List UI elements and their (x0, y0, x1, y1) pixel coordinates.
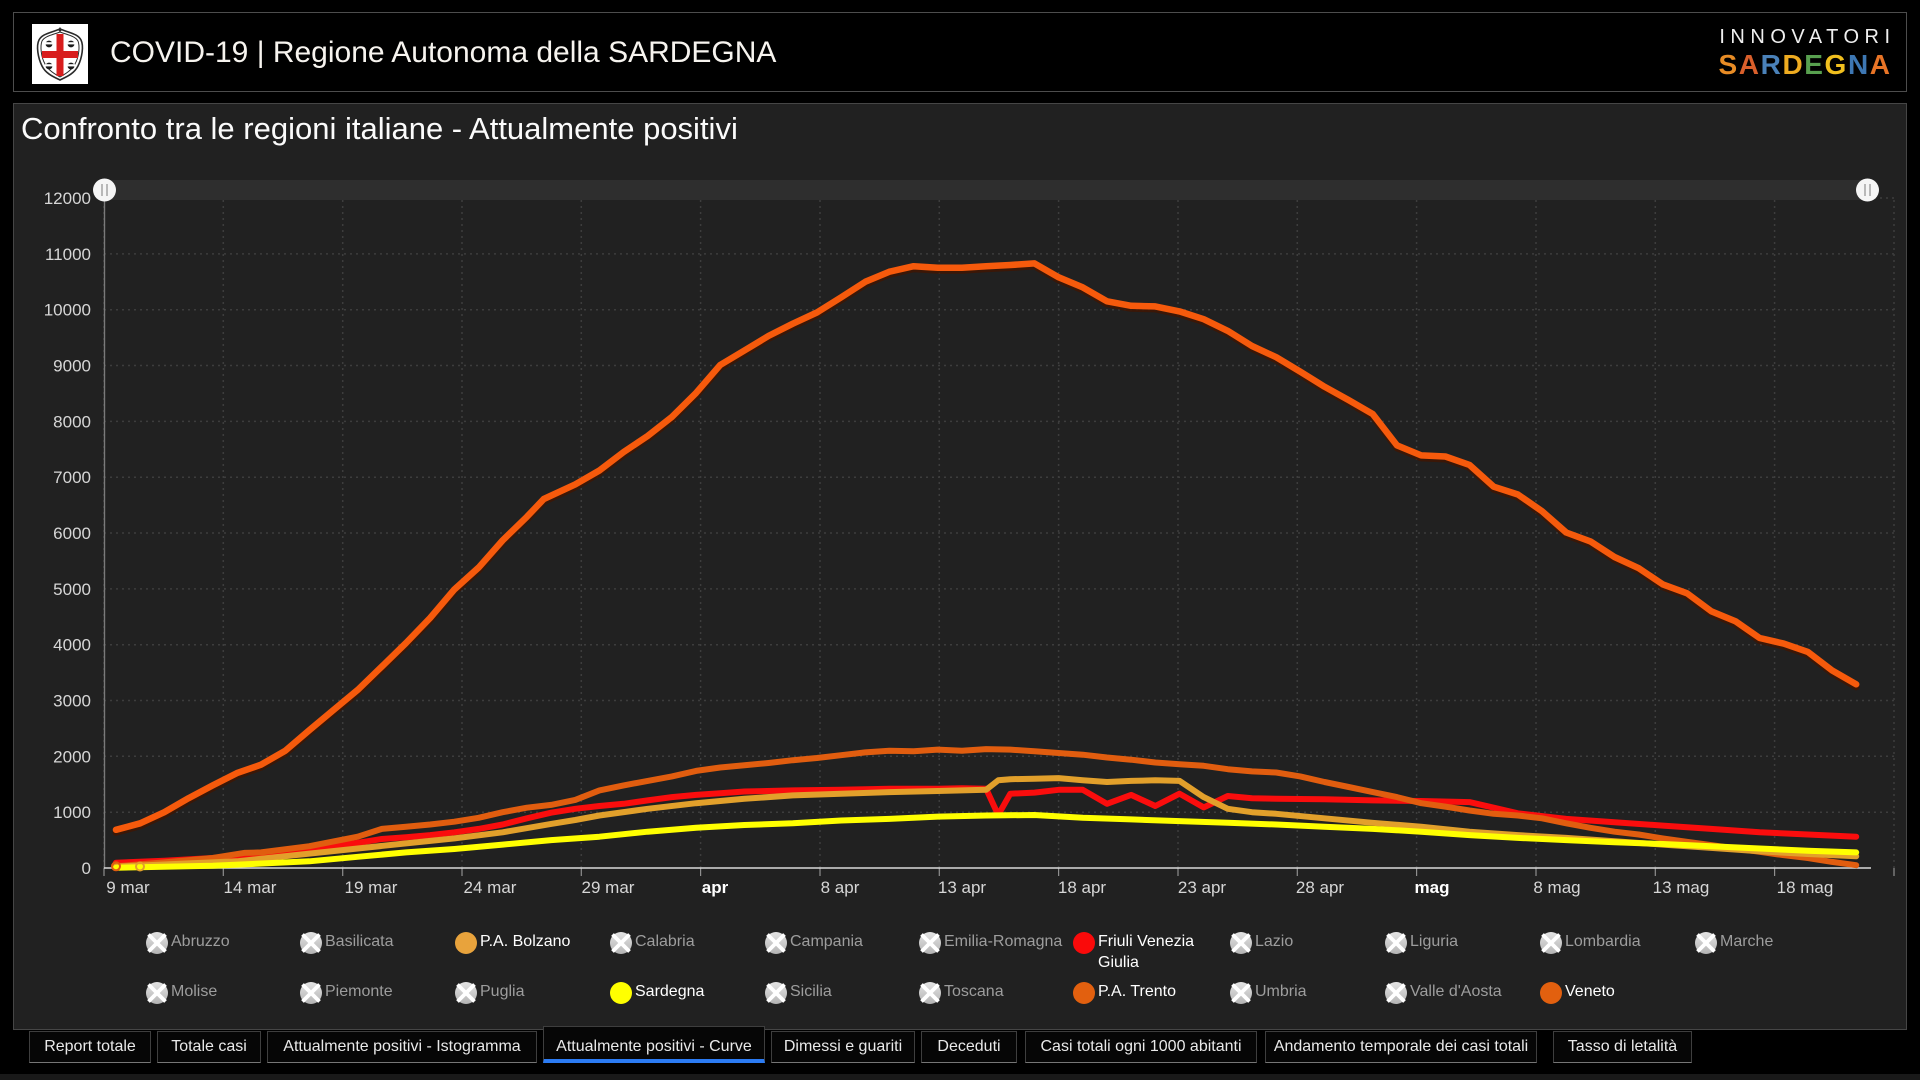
svg-text:1000: 1000 (53, 803, 91, 822)
svg-text:18 mag: 18 mag (1777, 878, 1834, 897)
svg-text:0: 0 (82, 859, 91, 878)
svg-text:2000: 2000 (53, 747, 91, 766)
svg-text:10000: 10000 (44, 301, 91, 320)
svg-text:24 mar: 24 mar (464, 878, 517, 897)
svg-text:9000: 9000 (53, 357, 91, 376)
svg-text:13 mag: 13 mag (1653, 878, 1710, 897)
svg-text:11000: 11000 (45, 245, 91, 264)
svg-text:7000: 7000 (53, 468, 91, 487)
svg-text:apr: apr (702, 878, 729, 897)
svg-text:8 apr: 8 apr (821, 878, 860, 897)
svg-text:8 mag: 8 mag (1533, 878, 1580, 897)
svg-text:12000: 12000 (44, 189, 91, 208)
svg-text:5000: 5000 (53, 580, 91, 599)
svg-text:4000: 4000 (53, 636, 91, 655)
svg-text:8000: 8000 (53, 412, 91, 431)
svg-text:6000: 6000 (53, 524, 91, 543)
svg-text:14 mar: 14 mar (224, 878, 277, 897)
svg-text:19 mar: 19 mar (345, 878, 398, 897)
svg-text:mag: mag (1415, 878, 1450, 897)
svg-text:3000: 3000 (53, 692, 91, 711)
svg-text:28 apr: 28 apr (1296, 878, 1345, 897)
svg-text:23 apr: 23 apr (1178, 878, 1227, 897)
svg-text:18 apr: 18 apr (1058, 878, 1107, 897)
svg-text:29 mar: 29 mar (582, 878, 635, 897)
svg-text:13 apr: 13 apr (938, 878, 987, 897)
svg-text:9 mar: 9 mar (106, 878, 150, 897)
